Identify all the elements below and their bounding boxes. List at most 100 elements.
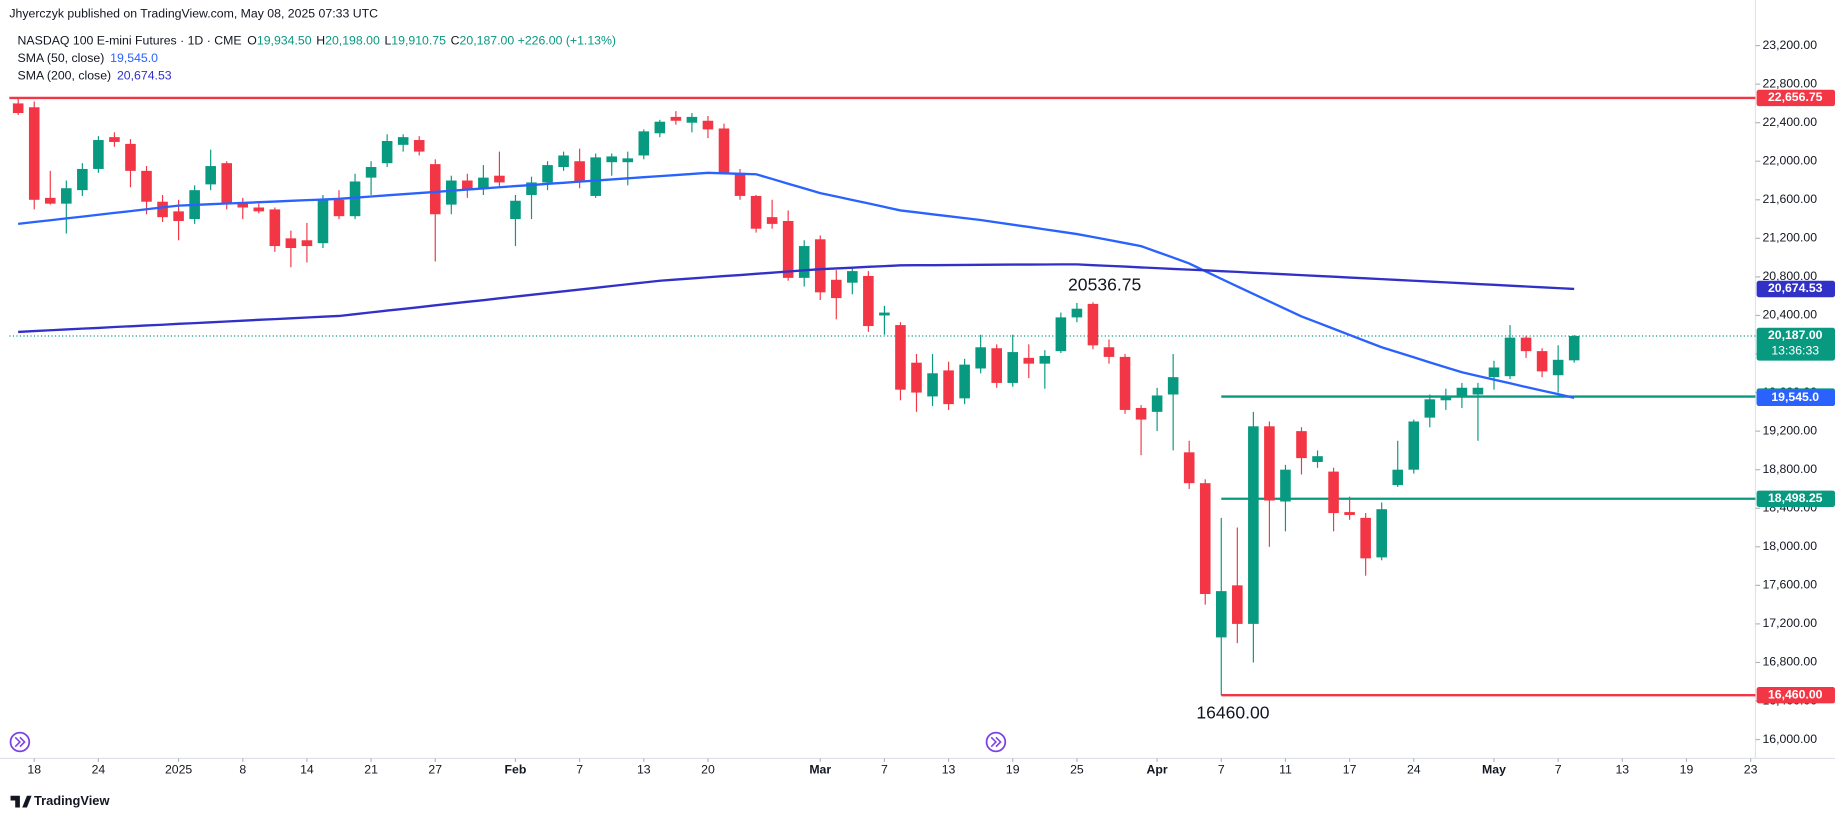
sma-tag-bg [1756,389,1835,407]
candle-body [446,180,457,205]
candle-body [1488,367,1500,378]
candle-body [606,156,618,163]
x-tick-label: 23 [1744,762,1758,776]
y-tick-label: 22,800.00 [1762,76,1817,90]
legend-name: SMA (50, close) [17,51,105,66]
candle-body [462,180,473,191]
level-tag-bg [1756,89,1835,107]
y-tick-label: 22,000.00 [1762,153,1817,167]
candle-body [301,240,313,247]
ohlc-value: 20,198.00 [325,33,380,48]
legend-entry: SMA (200, close) 20,674.53 [18,68,172,82]
candle-body [1087,303,1099,346]
candle-body [205,166,216,185]
candle-body [157,201,168,218]
y-tick-label: 17,600.00 [1762,578,1817,592]
x-tick-label: Feb [505,762,527,776]
candle-body [702,120,714,130]
candle-body [1119,356,1131,410]
ohlc-value: 19,910.75 [391,33,446,48]
candle-body [285,238,297,248]
candle-body [1023,357,1035,364]
candle-body [1408,421,1420,470]
y-tick-label: 21,200.00 [1762,231,1817,245]
candle-body [253,207,265,212]
candle-body [1296,431,1307,459]
sma-tag: 20,674.53 [1768,281,1823,295]
candle-body [734,172,746,196]
sma-tag: 19,545.0 [1771,390,1819,404]
sma-line [18,263,1575,334]
candle-body [863,275,874,327]
candle-body [12,103,24,114]
candle-body [478,177,489,189]
x-tick-label: 7 [1555,762,1562,776]
candle-body [1103,347,1115,357]
candle-body [413,140,425,152]
y-tick-label: 18,800.00 [1762,462,1817,476]
candle-body [1376,509,1387,558]
candle-body [125,143,136,171]
level-tag: 16,460.00 [1768,687,1823,701]
candle-body [1007,352,1019,383]
level-tag-bg [1756,687,1835,704]
x-tick-label: 24 [92,762,106,776]
candle-body [1552,359,1564,376]
candle-body [28,107,40,200]
candle-body [959,364,970,399]
y-tick-label: 16,800.00 [1762,655,1817,669]
sma-line [18,171,1575,400]
candle-body [750,195,762,229]
x-tick-label: 27 [428,762,442,776]
x-tick-label: 25 [1070,762,1084,776]
candle-body [1392,469,1404,486]
x-tick-label: 19 [1680,762,1694,776]
candle-body [1280,469,1291,502]
legend-value: 19,545.0 [110,51,158,66]
candle-body [1199,483,1211,595]
candle-body [638,131,650,156]
x-tick-label: 11 [1279,762,1292,776]
level-tag: 22,656.75 [1768,90,1823,104]
y-tick-label: 20,800.00 [1762,269,1817,283]
x-tick-label: Mar [809,762,831,776]
y-tick-label: 20,400.00 [1762,308,1817,322]
x-tick-label: 8 [239,762,246,776]
x-tick-label: May [1482,762,1506,776]
candle-body [1248,426,1259,624]
candle-body [365,167,377,178]
candle-body [590,157,601,196]
candle-body [221,163,233,204]
legend-entry: SMA (50, close) 19,545.0 [18,51,158,65]
candle-body [766,217,778,224]
ohlc-values: O19,934.50 H20,198.00 L19,910.75 C20,187.00 [245,34,514,48]
y-tick-label: 21,600.00 [1762,192,1817,206]
candle-body [622,158,634,163]
candle-body [1055,317,1067,352]
candle-body [1440,396,1452,401]
candle-body [1424,399,1436,418]
footer-brand: TradingView [34,793,111,808]
sma-tag-bg [1756,280,1835,298]
candle-body [847,271,858,283]
candle-body [526,182,537,195]
x-tick-label: 14 [300,762,314,776]
replay-icon[interactable] [9,731,31,753]
candle-body [1071,308,1083,318]
candle-body [798,246,810,278]
candle-body [1135,407,1147,420]
change: +226.00 (+1.13%) [517,33,617,48]
candle-body [718,128,730,173]
candle-body [814,239,826,293]
candle-body [77,168,88,191]
x-tick-label: 7 [881,762,888,776]
y-tick-label: 17,200.00 [1762,616,1817,630]
ohlc-value: 20,187.00 [459,33,515,48]
candle-body [991,348,1002,383]
x-tick-label: 7 [576,762,583,776]
replay-icon[interactable] [985,731,1007,753]
candle-body [1039,355,1051,364]
candle-body [574,161,585,182]
x-tick-label: 7 [1218,762,1225,776]
